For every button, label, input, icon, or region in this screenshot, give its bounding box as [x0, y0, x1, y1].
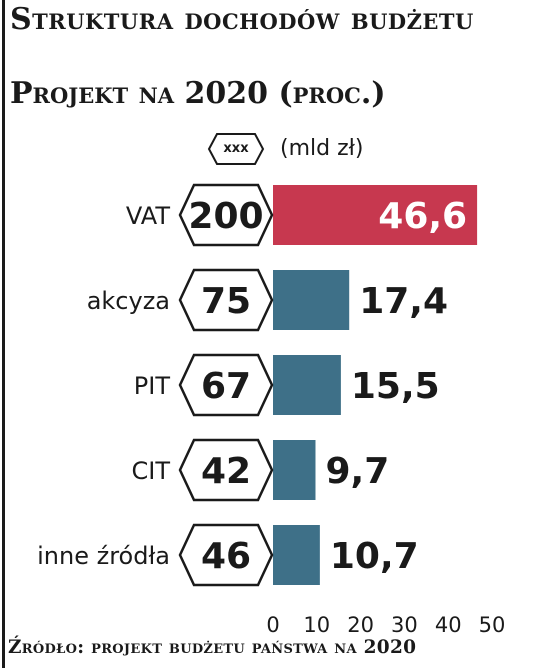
bar [273, 355, 341, 415]
chart-title: Struktura dochodów budżetu [10, 2, 474, 37]
amount-label: 46 [201, 536, 251, 577]
amount-label: 75 [201, 281, 251, 322]
frame-left-border [2, 0, 5, 668]
x-tick-label: 0 [266, 613, 279, 637]
category-label: akcyza [87, 287, 170, 315]
x-tick-label: 30 [391, 613, 418, 637]
amount-hexagon [178, 183, 274, 247]
amount-hexagon [178, 438, 274, 502]
x-tick-label: 40 [435, 613, 462, 637]
value-label: 17,4 [359, 281, 448, 322]
category-label: PIT [134, 372, 171, 400]
category-label: CIT [132, 457, 171, 485]
category-label: inne źródła [37, 542, 170, 570]
legend-tag-label: xxx [223, 141, 249, 156]
value-label: 10,7 [330, 536, 419, 577]
source-note: Źródło: projekt budżetu państwa na 2020 [8, 637, 417, 658]
amount-hexagon [178, 268, 274, 332]
legend-hexagon-key: xxx [207, 133, 265, 165]
bar [273, 440, 316, 500]
bar [273, 185, 478, 245]
amount-label: 67 [201, 366, 251, 407]
amount-label: 42 [201, 451, 251, 492]
bar [273, 270, 350, 330]
value-label: 15,5 [351, 366, 440, 407]
category-label: VAT [126, 202, 170, 230]
chart-subtitle: Projekt na 2020 (proc.) [10, 76, 386, 111]
legend-unit-label: (mld zł) [280, 136, 364, 161]
x-tick-label: 50 [479, 613, 506, 637]
value-label: 46,6 [378, 196, 467, 237]
bar [273, 525, 320, 585]
x-tick-label: 10 [303, 613, 330, 637]
amount-label: 200 [188, 196, 263, 237]
amount-hexagon [178, 353, 274, 417]
value-label: 9,7 [325, 451, 389, 492]
x-tick-label: 20 [347, 613, 374, 637]
amount-hexagon [178, 523, 274, 587]
